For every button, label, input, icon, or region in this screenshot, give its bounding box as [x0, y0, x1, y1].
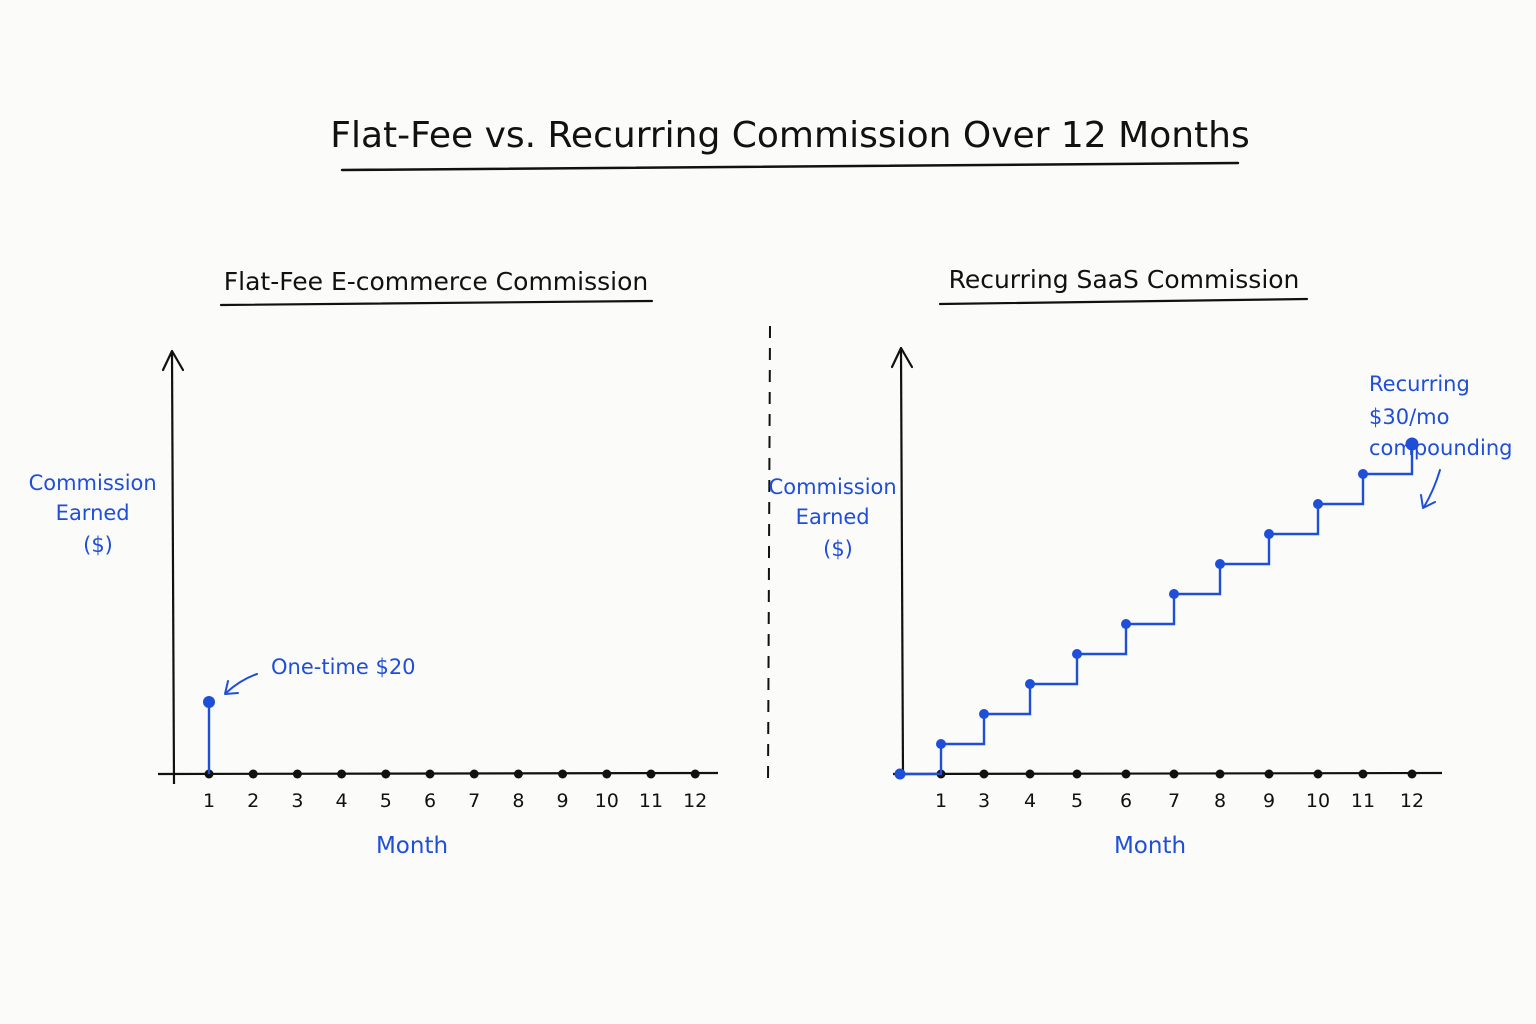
- left-tick-label: 3: [291, 790, 303, 812]
- left-tick-dot: [337, 769, 347, 779]
- right-y-axis-label-line: Commission: [769, 475, 897, 499]
- left-x-ticks: 1 2 3 4 5 6 7 8 9 10 11 12: [203, 769, 707, 812]
- left-y-axis: [170, 351, 176, 785]
- right-y-axis-label: Commission Earned ($): [769, 475, 904, 561]
- right-tick-label: 1: [935, 790, 947, 812]
- left-tick-label: 12: [683, 790, 707, 812]
- left-tick-label: 5: [380, 790, 392, 812]
- right-tick-dot: [1313, 769, 1323, 779]
- right-tick-dot: [1215, 769, 1225, 779]
- right-tick-dot: [1121, 769, 1131, 779]
- right-annotation: Recurring $30/mo compounding: [1369, 372, 1512, 509]
- right-tick-label: 12: [1400, 790, 1424, 812]
- right-point: [1121, 619, 1131, 629]
- left-tick-label: 1: [203, 790, 215, 812]
- right-point: [1264, 529, 1274, 539]
- left-tick-dot: [381, 769, 391, 779]
- right-x-ticks: 1 3 4 5 6 7 8 9 10 11 12: [935, 769, 1424, 812]
- left-y-axis-label: Commission Earned ($): [29, 471, 164, 557]
- left-tick-dot: [690, 769, 700, 779]
- right-tick-dot: [1169, 769, 1179, 779]
- left-x-axis: [157, 771, 719, 776]
- right-chart-title-underline: [938, 297, 1309, 306]
- right-tick-label: 4: [1024, 790, 1036, 812]
- left-tick-dot: [292, 769, 302, 779]
- right-point: [1358, 469, 1368, 479]
- right-point: [1313, 499, 1323, 509]
- right-annotation-arrow: [1423, 469, 1441, 508]
- left-tick-dot: [425, 769, 435, 779]
- left-tick-dot: [248, 769, 258, 779]
- left-chart-title-underline: [219, 299, 654, 307]
- right-y-axis-arrowhead: [890, 346, 914, 369]
- right-annotation-line: Recurring: [1369, 372, 1470, 396]
- left-tick-dot: [558, 769, 568, 779]
- right-point: [1169, 589, 1179, 599]
- left-tick-label: 10: [595, 790, 619, 812]
- left-tick-label: 7: [468, 790, 480, 812]
- right-tick-dot: [1264, 769, 1274, 779]
- right-tick-label: 5: [1071, 790, 1083, 812]
- right-annotation-arrowhead: [1420, 494, 1436, 509]
- left-y-axis-arrowhead: [161, 349, 185, 372]
- right-y-axis: [899, 348, 905, 779]
- panel-divider: [767, 325, 771, 787]
- right-tick-label: 6: [1120, 790, 1132, 812]
- right-tick-label: 10: [1306, 790, 1330, 812]
- right-point: [979, 709, 989, 719]
- right-point: [936, 739, 946, 749]
- right-tick-label: 9: [1263, 790, 1275, 812]
- right-tick-dot: [979, 769, 989, 779]
- right-chart-title: Recurring SaaS Commission: [949, 265, 1300, 294]
- right-point: [1072, 649, 1082, 659]
- left-tick-label: 11: [639, 790, 663, 812]
- left-y-axis-label-line: Earned: [56, 501, 130, 525]
- left-tick-dot: [602, 769, 612, 779]
- left-annotation: One-time $20: [224, 655, 416, 695]
- left-tick-dot: [646, 769, 656, 779]
- right-point: [1215, 559, 1225, 569]
- right-step-line: [900, 444, 1414, 776]
- right-tick-dot: [1025, 769, 1035, 779]
- right-y-axis-label-line: Earned: [796, 505, 870, 529]
- left-chart-title: Flat-Fee E-commerce Commission: [224, 267, 648, 296]
- right-tick-label: 3: [978, 790, 990, 812]
- right-tick-label: 7: [1168, 790, 1180, 812]
- right-y-axis-label-line: ($): [823, 537, 853, 561]
- right-tick-label: 8: [1214, 790, 1226, 812]
- right-tick-label: 11: [1351, 790, 1375, 812]
- right-annotation-line: $30/mo: [1369, 405, 1449, 429]
- right-series: [894, 437, 1419, 780]
- left-annotation-text: One-time $20: [271, 655, 416, 679]
- right-tick-dot: [1072, 769, 1082, 779]
- right-tick-dot: [1407, 769, 1417, 779]
- left-tick-label: 9: [557, 790, 569, 812]
- left-tick-dot: [513, 769, 523, 779]
- right-point: [1405, 437, 1419, 451]
- right-point: [1025, 679, 1035, 689]
- left-point: [203, 696, 215, 708]
- left-tick-label: 8: [512, 790, 524, 812]
- figure-title: Flat-Fee vs. Recurring Commission Over 1…: [330, 115, 1250, 156]
- left-tick-label: 2: [247, 790, 259, 812]
- left-tick-label: 4: [336, 790, 348, 812]
- left-series: [203, 696, 215, 774]
- left-y-axis-label-line: ($): [83, 533, 113, 557]
- left-y-axis-label-line: Commission: [29, 471, 157, 495]
- left-annotation-arrowhead: [224, 680, 239, 695]
- right-annotation-line: compounding: [1369, 436, 1512, 460]
- right-x-axis-label: Month: [1114, 833, 1186, 859]
- left-x-axis-label: Month: [376, 833, 448, 859]
- left-tick-dot: [469, 769, 479, 779]
- left-annotation-arrow: [225, 673, 258, 694]
- right-tick-dot: [1358, 769, 1368, 779]
- left-tick-label: 6: [424, 790, 436, 812]
- right-annotation-text: Recurring $30/mo compounding: [1369, 372, 1512, 460]
- figure-title-underline: [340, 161, 1240, 172]
